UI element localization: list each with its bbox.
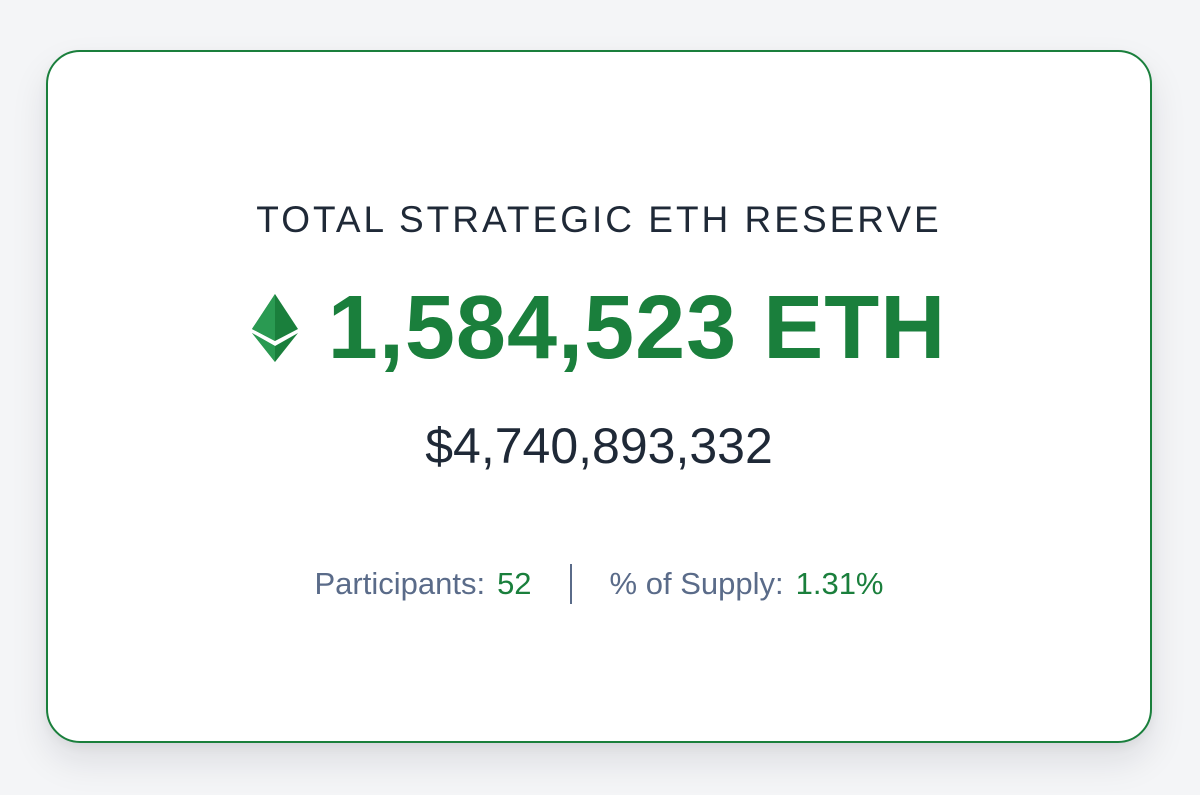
participants-value: 52 xyxy=(497,566,532,601)
ethereum-icon xyxy=(251,294,298,362)
stats-row: Participants: 52 % of Supply: 1.31% xyxy=(48,560,1150,608)
stats-divider xyxy=(569,564,572,604)
eth-amount-row: 1,584,523 ETH xyxy=(48,278,1150,378)
participants-label: Participants: xyxy=(314,566,486,601)
supply-value: 1.31% xyxy=(795,566,884,601)
eth-amount: 1,584,523 ETH xyxy=(327,278,947,378)
usd-value: $4,740,893,332 xyxy=(425,418,773,474)
supply-label: % of Supply: xyxy=(609,566,784,601)
reserve-title: TOTAL STRATEGIC ETH RESERVE xyxy=(256,199,942,240)
reserve-card: TOTAL STRATEGIC ETH RESERVE 1,584,523 ET… xyxy=(46,50,1152,743)
